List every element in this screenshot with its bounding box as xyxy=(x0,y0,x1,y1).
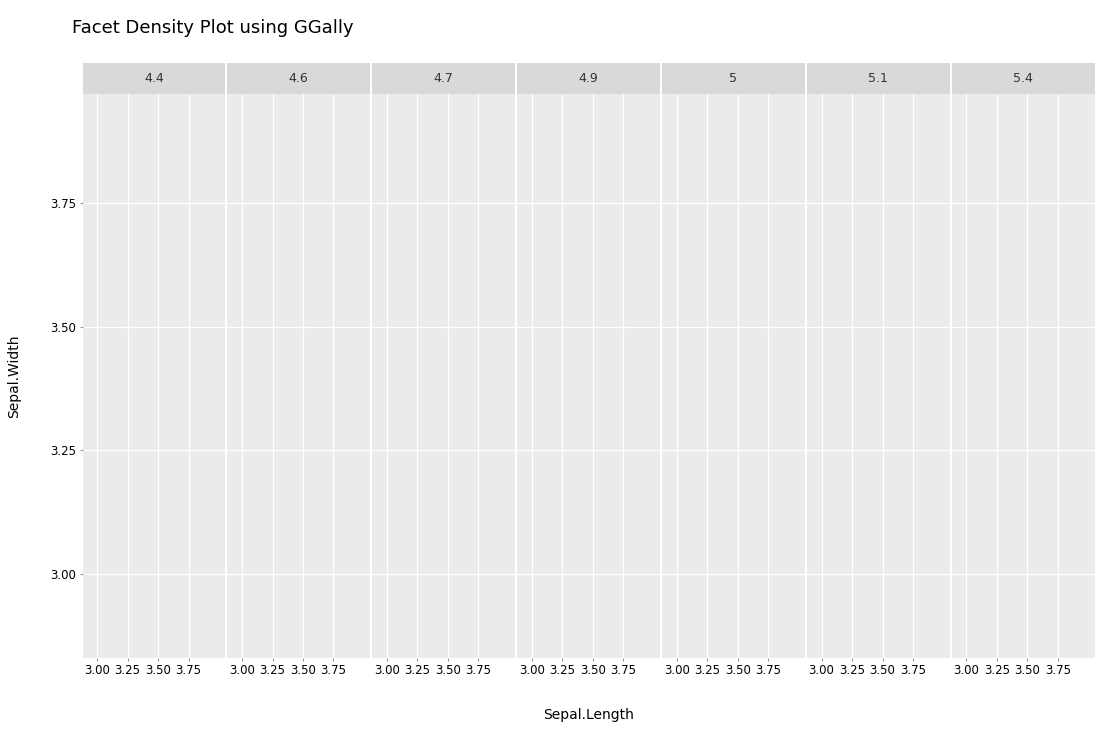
Text: 5.1: 5.1 xyxy=(868,72,888,85)
Text: 5.4: 5.4 xyxy=(1013,72,1033,85)
Text: Facet Density Plot using GGally: Facet Density Plot using GGally xyxy=(72,19,353,36)
Text: 4.4: 4.4 xyxy=(144,72,164,85)
Text: 4.6: 4.6 xyxy=(289,72,309,85)
Text: 4.7: 4.7 xyxy=(433,72,453,85)
Text: 4.9: 4.9 xyxy=(579,72,598,85)
Text: Sepal.Width: Sepal.Width xyxy=(8,334,21,418)
Text: 5: 5 xyxy=(729,72,737,85)
Text: Sepal.Length: Sepal.Length xyxy=(543,708,634,722)
